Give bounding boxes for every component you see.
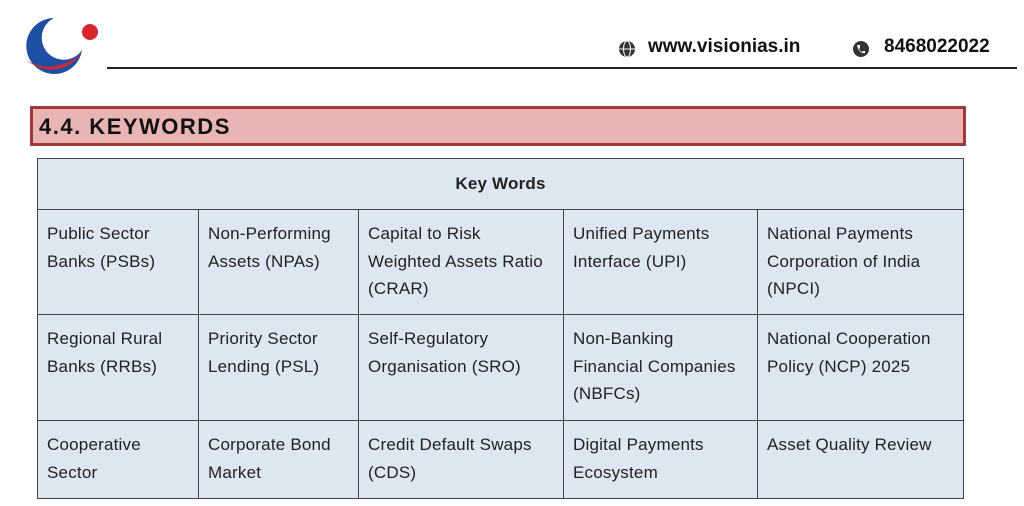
phone: 8468022022 [884,36,990,57]
table-cell: Credit Default Swaps (CDS) [358,420,564,499]
table-row: Cooperative Sector Corporate Bond Market C… [37,420,964,499]
table-cell: National Cooperation Policy (NCP) 2025 [757,314,964,421]
table-cell: National Payments Corporation of India (… [757,209,964,315]
table-cell: Priority Sector Lending (PSL) [198,314,359,421]
logo [26,18,98,74]
table-cell: Asset Quality Review [757,420,964,499]
phone-icon [853,41,869,57]
table-row: Regional Rural Banks (RRBs) Priority Sect… [37,314,964,421]
section-heading: 4.4. KEYWORDS [30,106,966,146]
table-cell: Unified Payments Interface (UPI) [563,209,758,315]
table-cell: Non-Banking Financial Companies (NBFCs) [563,314,758,421]
table-cell: Non-Performing Assets (NPAs) [198,209,359,315]
header-rule [107,67,1017,69]
table-cell: Capital to Risk Weighted Assets Ratio (C… [358,209,564,315]
table-cell: Public Sector Banks (PSBs) [37,209,199,315]
table-cell: Self-Regulatory Organisation (SRO) [358,314,564,421]
website: www.visionias.in [648,36,801,57]
table-cell: Cooperative Sector [37,420,199,499]
table-row: Public Sector Banks (PSBs) Non-Performing… [37,209,964,315]
table-cell: Regional Rural Banks (RRBs) [37,314,199,421]
table-cell: Digital Payments Ecosystem [563,420,758,499]
globe-icon [619,40,635,58]
keywords-table: Key Words Public Sector Banks (PSBs) Non-… [37,158,964,499]
table-cell: Corporate Bond Market [198,420,359,499]
table-caption: Key Words [37,158,964,210]
section-title: 4.4. KEYWORDS [39,114,231,139]
